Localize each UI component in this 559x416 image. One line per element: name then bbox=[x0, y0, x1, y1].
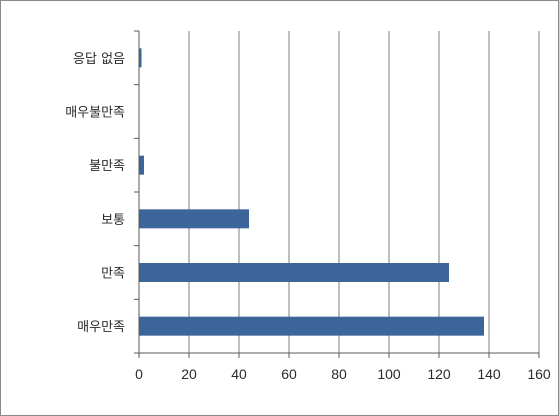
x-tick-label: 120 bbox=[427, 366, 451, 382]
labels: 0 20 40 60 80 100 120 140 160 응답 없음매우불만족불만족보통만족매우… bbox=[65, 52, 551, 382]
category-label: 만족 bbox=[101, 267, 125, 282]
x-tick-label: 160 bbox=[527, 366, 551, 382]
x-tick-label: 140 bbox=[477, 366, 501, 382]
bar-3 bbox=[139, 209, 249, 229]
x-tick-label: 80 bbox=[331, 366, 347, 382]
bar-2 bbox=[139, 155, 144, 175]
gridlines bbox=[188, 31, 540, 353]
x-tick-label: 40 bbox=[231, 366, 247, 382]
axes bbox=[134, 30, 540, 358]
category-label: 불만족 bbox=[89, 159, 125, 174]
bar-0 bbox=[139, 48, 142, 68]
x-tick-label: 20 bbox=[181, 366, 197, 382]
category-label: 매우불만족 bbox=[65, 106, 125, 121]
category-label: 보통 bbox=[101, 213, 125, 228]
x-tick-label: 60 bbox=[281, 366, 297, 382]
bars bbox=[139, 48, 484, 336]
bar-4 bbox=[139, 263, 449, 282]
x-tick-label: 0 bbox=[135, 366, 143, 382]
category-label: 매우만족 bbox=[77, 320, 125, 335]
bar-5 bbox=[139, 316, 484, 336]
category-label: 응답 없음 bbox=[73, 52, 125, 67]
x-tick-label: 100 bbox=[377, 366, 401, 382]
